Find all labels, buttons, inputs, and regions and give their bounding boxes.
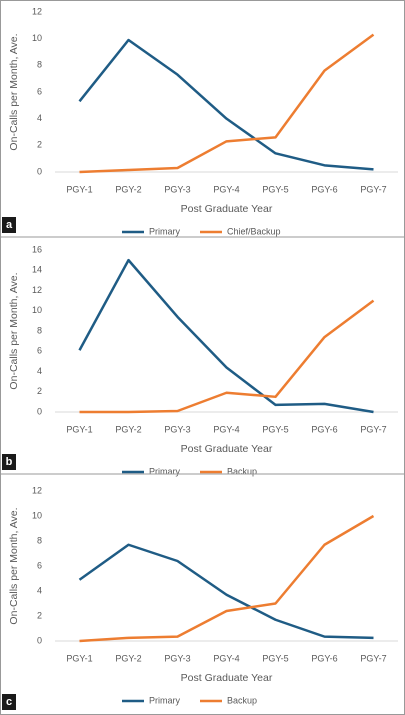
y-tick-label: 0 (37, 635, 42, 645)
y-tick-label: 12 (32, 485, 42, 495)
x-tick-label: PGY-7 (360, 184, 386, 194)
series-line (78, 543, 374, 640)
y-tick-label: 0 (37, 406, 42, 416)
y-tick-label: 6 (37, 346, 42, 356)
y-tick-label: 6 (37, 560, 42, 570)
y-tick-label: 4 (37, 113, 42, 123)
panel-label: c (6, 696, 12, 708)
y-tick-label: 2 (37, 386, 42, 396)
y-axis-title: On-Calls per Month, Ave. (8, 33, 20, 150)
series-line (78, 38, 374, 171)
y-tick-label: 6 (37, 86, 42, 96)
x-tick-label: PGY-4 (213, 424, 239, 434)
x-tick-label: PGY-6 (311, 184, 337, 194)
series-line (79, 514, 375, 643)
x-tick-label: PGY-5 (262, 184, 288, 194)
legend-label: Backup (227, 466, 257, 476)
y-axis-title: On-Calls per Month, Ave. (8, 507, 20, 624)
legend-label: Primary (149, 695, 180, 705)
x-tick-label: PGY-6 (311, 424, 337, 434)
y-tick-label: 8 (37, 325, 42, 335)
legend-label: Chief/Backup (227, 226, 281, 236)
legend-label: Primary (149, 466, 180, 476)
x-axis-title: Post Graduate Year (181, 203, 273, 215)
x-tick-label: PGY-1 (66, 184, 92, 194)
legend-label: Backup (227, 695, 257, 705)
x-axis-title: Post Graduate Year (181, 672, 273, 684)
x-tick-label: PGY-2 (115, 653, 141, 663)
y-tick-label: 4 (37, 366, 42, 376)
x-tick-label: PGY-5 (262, 424, 288, 434)
series-line (79, 33, 375, 174)
y-tick-label: 4 (37, 585, 42, 595)
panel-label-box (2, 217, 16, 233)
y-tick-label: 2 (37, 610, 42, 620)
y-tick-label: 2 (37, 140, 42, 150)
x-tick-label: PGY-1 (66, 424, 92, 434)
x-tick-label: PGY-3 (164, 184, 190, 194)
series-line (78, 258, 374, 414)
x-tick-label: PGY-4 (213, 184, 239, 194)
y-tick-label: 10 (32, 33, 42, 43)
x-tick-label: PGY-2 (115, 424, 141, 434)
y-tick-label: 12 (32, 6, 42, 16)
y-tick-label: 10 (32, 305, 42, 315)
panel-label-box (2, 454, 16, 470)
x-tick-label: PGY-7 (360, 653, 386, 663)
x-tick-label: PGY-5 (262, 653, 288, 663)
y-tick-label: 0 (37, 166, 42, 176)
panel-label: b (6, 456, 13, 468)
x-axis-title: Post Graduate Year (181, 443, 273, 455)
x-tick-label: PGY-2 (115, 184, 141, 194)
x-tick-label: PGY-3 (164, 424, 190, 434)
x-tick-label: PGY-4 (213, 653, 239, 663)
y-tick-label: 16 (32, 244, 42, 254)
y-axis-title: On-Calls per Month, Ave. (8, 272, 20, 389)
y-tick-label: 8 (37, 535, 42, 545)
y-tick-label: 10 (32, 510, 42, 520)
y-tick-label: 12 (32, 285, 42, 295)
x-tick-label: PGY-6 (311, 653, 337, 663)
y-tick-label: 8 (37, 60, 42, 70)
series-line (79, 299, 375, 414)
x-tick-label: PGY-3 (164, 653, 190, 663)
x-tick-label: PGY-1 (66, 653, 92, 663)
x-tick-label: PGY-7 (360, 424, 386, 434)
panel-label-box (2, 694, 16, 710)
y-tick-label: 14 (32, 265, 42, 275)
legend-label: Primary (149, 226, 180, 236)
panel-label: a (6, 219, 13, 231)
